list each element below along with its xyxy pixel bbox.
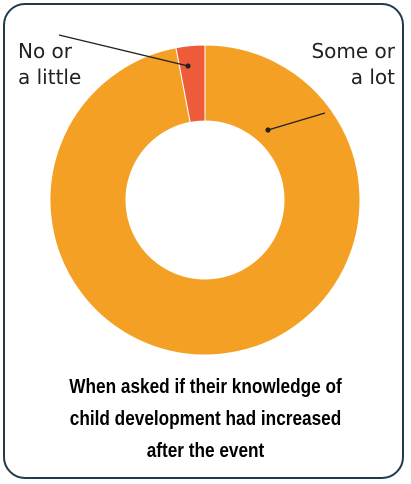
label-some-or-a-lot-line1: Some or <box>311 39 395 63</box>
label-no-or-a-little-line2: a little <box>18 65 82 89</box>
caption-line2: child development had increased <box>69 408 342 430</box>
leader-dot-some-or-a-lot <box>265 127 271 133</box>
caption-line1: When asked if their knowledge of <box>69 376 342 398</box>
leader-line-no-or-a-little <box>58 34 189 67</box>
slices-group <box>49 44 361 356</box>
slice-some-or-a-lot <box>49 44 361 356</box>
label-no-or-a-little-line1: No or <box>18 39 73 63</box>
leader-line-some-or-a-lot <box>267 112 326 131</box>
caption-line3: after the event <box>146 440 265 462</box>
label-no-or-a-little: No or a little <box>18 38 128 90</box>
label-some-or-a-lot: Some or a lot <box>285 38 395 90</box>
label-some-or-a-lot-line2: a lot <box>350 65 395 89</box>
leader-dot-no-or-a-little <box>185 63 191 69</box>
chart-caption: When asked if their knowledge of child d… <box>46 371 365 467</box>
